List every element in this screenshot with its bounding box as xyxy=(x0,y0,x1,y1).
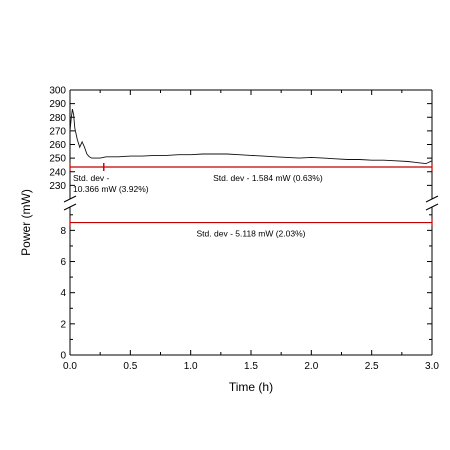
y-tick-label-lower: 8 xyxy=(60,226,66,237)
y-tick-label-upper: 230 xyxy=(49,181,66,192)
y-tick-label-upper: 280 xyxy=(49,113,66,124)
std-dev-span: Std. dev - 5.118 mW (2.03%) xyxy=(69,218,433,239)
power-trace xyxy=(69,109,433,165)
axis-break-mark xyxy=(425,203,439,211)
x-tick-label: 1.0 xyxy=(184,361,198,372)
x-tick-label: 2.5 xyxy=(365,361,379,372)
axis-ticks: 0.0 0.5 1.0 1.5 2.0 2.5 3.02302402502602702802… xyxy=(49,86,439,373)
y-tick-label-upper: 250 xyxy=(49,154,66,165)
x-tick-label: 1.5 xyxy=(244,361,258,372)
y-tick-label-upper: 290 xyxy=(49,99,66,110)
std-dev-span: Std. dev - 1.584 mW (0.63%) xyxy=(103,162,433,183)
axis-break-mark xyxy=(63,195,77,203)
std-dev-label: Std. dev - 5.118 mW (2.03%) xyxy=(197,229,306,239)
y-tick-label-lower: 0 xyxy=(60,351,66,362)
y-tick-label-upper: 260 xyxy=(49,140,66,151)
data-series xyxy=(69,109,433,165)
std-dev-label: 10.366 mW (3.92%) xyxy=(73,184,149,194)
std-dev-span: Std. dev -10.366 mW (3.92%) xyxy=(69,162,149,194)
y-tick-label-upper: 240 xyxy=(49,167,66,178)
y-tick-label-lower: 4 xyxy=(60,288,66,299)
axis-break-mark xyxy=(425,195,439,203)
x-axis-label: Time (h) xyxy=(229,380,273,394)
x-tick-label: 0.0 xyxy=(63,361,77,372)
std-dev-annotations: Std. dev -10.366 mW (3.92%) Std. dev - 1.… xyxy=(69,162,433,239)
x-tick-label: 2.0 xyxy=(304,361,318,372)
axis-break-mark xyxy=(63,203,77,211)
y-axis-label: Power (mW) xyxy=(19,189,33,256)
std-dev-label: Std. dev - 1.584 mW (0.63%) xyxy=(213,173,323,183)
y-tick-label-upper: 300 xyxy=(49,86,66,97)
y-tick-label-lower: 2 xyxy=(60,319,66,330)
y-tick-label-upper: 270 xyxy=(49,126,66,137)
x-tick-label: 3.0 xyxy=(425,361,439,372)
x-tick-label: 0.5 xyxy=(123,361,137,372)
std-dev-label: Std. dev - xyxy=(73,173,110,183)
y-tick-label-lower: 6 xyxy=(60,257,66,268)
